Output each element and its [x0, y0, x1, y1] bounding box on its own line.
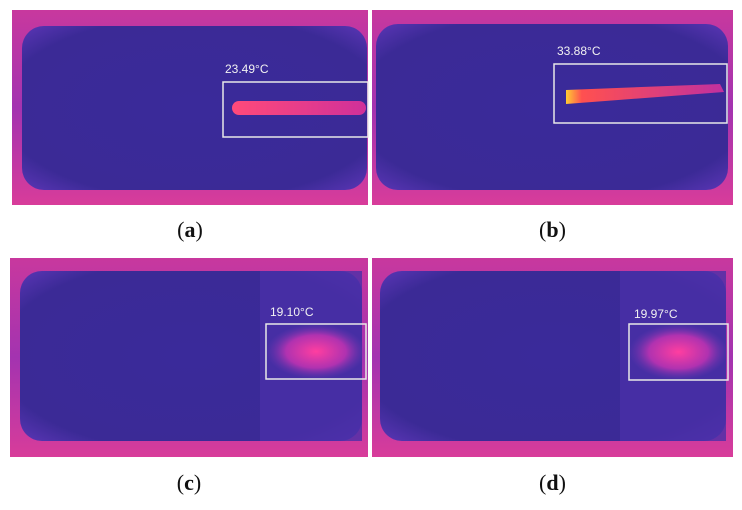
- caption-part: ): [196, 217, 203, 242]
- measure-box: [265, 323, 367, 380]
- thermal-panel: 19.97°C (d): [372, 258, 733, 495]
- measure-box: [628, 323, 729, 381]
- panel-caption: (c): [177, 470, 201, 495]
- panel-caption: (a): [177, 217, 203, 242]
- caption-part: b: [546, 217, 558, 242]
- hot-spot: [629, 324, 728, 380]
- measure-box: [553, 63, 728, 124]
- measure-box: [222, 81, 369, 138]
- temperature-label: 23.49°C: [225, 62, 269, 76]
- panel-caption: (d): [539, 470, 566, 495]
- caption-part: (: [177, 470, 184, 495]
- hot-streak: [232, 101, 366, 115]
- caption-part: (: [177, 217, 184, 242]
- temperature-label: 19.10°C: [270, 305, 314, 319]
- object-body: [376, 24, 728, 190]
- temperature-label: 33.88°C: [557, 44, 601, 58]
- caption-part: ): [194, 470, 201, 495]
- caption-part: a: [185, 217, 196, 242]
- caption-part: ): [559, 470, 566, 495]
- caption-part: ): [559, 217, 566, 242]
- object-body: [22, 26, 367, 190]
- hot-streak: [566, 84, 724, 104]
- thermal-panel: 19.10°C (c): [10, 258, 368, 495]
- panel-caption: (b): [539, 217, 566, 242]
- thermal-panel: 33.88°C (b): [372, 10, 733, 242]
- thermal-panel: 23.49°C (a): [12, 10, 369, 242]
- caption-part: d: [546, 470, 558, 495]
- caption-part: c: [184, 470, 194, 495]
- caption-part: (: [539, 217, 546, 242]
- hot-spot: [266, 324, 366, 379]
- caption-part: (: [539, 470, 546, 495]
- temperature-label: 19.97°C: [634, 307, 678, 321]
